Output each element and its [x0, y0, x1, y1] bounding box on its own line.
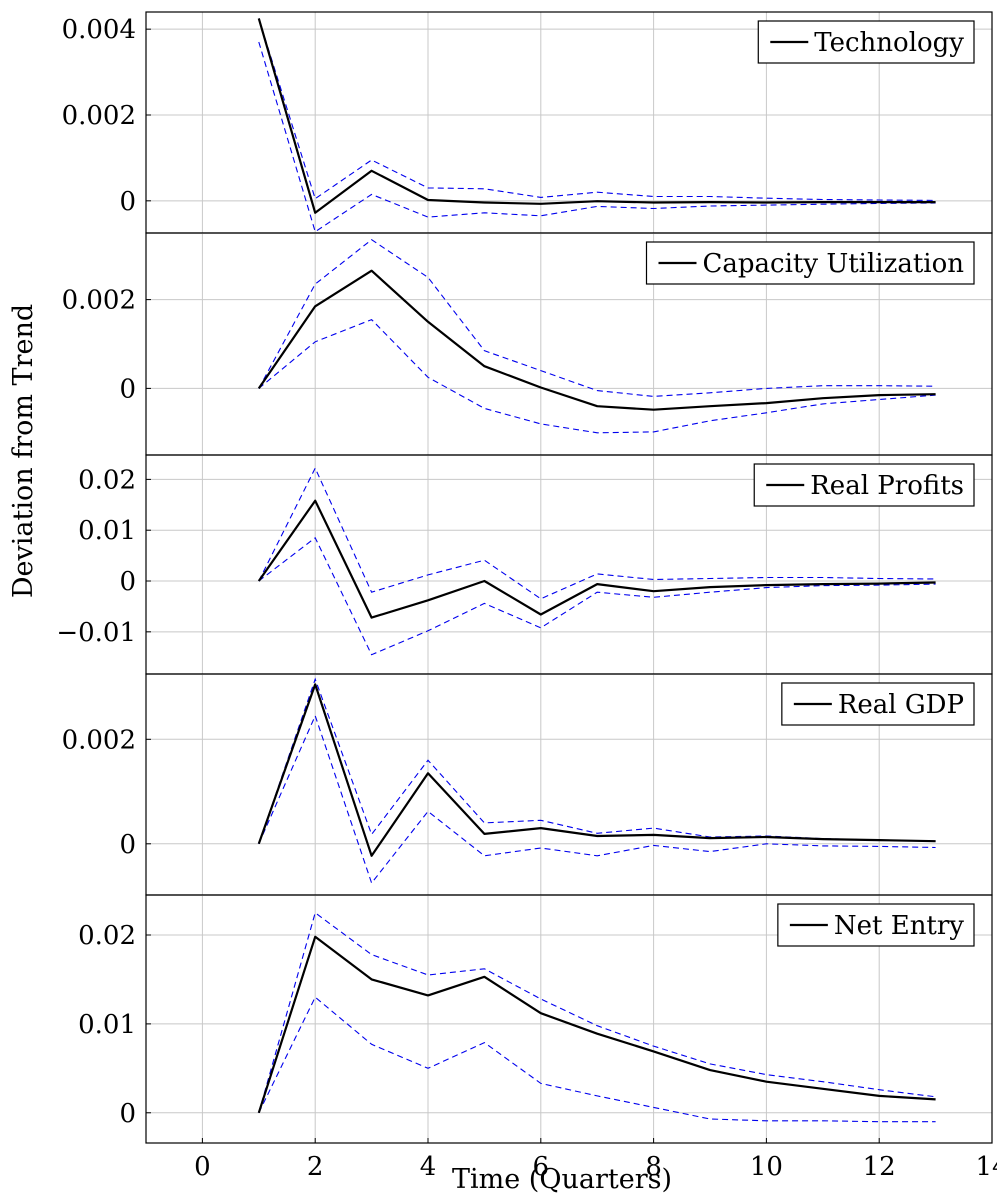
y-tick-label: 0.002 [62, 725, 136, 755]
legend-box [757, 20, 975, 64]
irf-line-net-entry [257, 935, 936, 1114]
band-lower-real-profits [258, 536, 936, 656]
band-lower-technology [258, 41, 936, 233]
legend-real-profits: Real Profits [753, 463, 975, 507]
legend-box [781, 682, 975, 726]
y-tick-label: 0 [119, 374, 136, 404]
y-tick-label: 0.02 [78, 921, 136, 951]
irf-line-real-gdp [257, 683, 936, 857]
x-tick-label: 2 [307, 1152, 324, 1182]
x-tick-label: 0 [194, 1152, 211, 1182]
legend-net-entry: Net Entry [777, 903, 975, 947]
panel-real-gdp: 0 0.002 Real GDP [62, 673, 993, 896]
irf-line-real-profits [257, 499, 936, 619]
y-tick-label: 0.004 [62, 15, 136, 45]
x-tick-label: 10 [750, 1152, 783, 1182]
y-tick-label: 0 [119, 830, 136, 860]
legend-label: Capacity Utilization [703, 249, 965, 279]
band-lower-net-entry [258, 996, 936, 1123]
legend-label: Net Entry [834, 911, 964, 941]
legend-box [645, 241, 975, 285]
y-tick-label: 0.01 [78, 516, 136, 546]
x-tick-label: 8 [645, 1152, 662, 1182]
legend-label: Technology [814, 28, 964, 58]
panels-layer: 0 0.002 0.004 Technology 0 0.002 Capacity Util… [56, 11, 993, 1144]
legend-technology: Technology [757, 20, 975, 64]
panel-frame [145, 894, 993, 1144]
y-tick-label: 0.02 [78, 465, 136, 495]
legend-capacity-utilization: Capacity Utilization [645, 241, 975, 285]
y-tick-label: −0.01 [56, 618, 136, 648]
y-tick-label: 0.01 [78, 1010, 136, 1040]
band-lower-real-gdp [258, 714, 936, 885]
x-axis-title: Time (Quarters) [452, 1164, 672, 1195]
band-upper-real-gdp [258, 677, 936, 844]
panel-capacity-utilization: 0 0.002 Capacity Utilization [62, 232, 993, 456]
legend-real-gdp: Real GDP [781, 682, 975, 726]
x-tick-label: 4 [420, 1152, 437, 1182]
irf-line-technology [257, 18, 936, 214]
y-tick-label: 0 [119, 1099, 136, 1129]
y-tick-label: 0.002 [62, 286, 136, 316]
band-upper-real-profits [258, 466, 936, 600]
y-tick-label: 0 [119, 567, 136, 597]
y-tick-label: 0.002 [62, 101, 136, 131]
y-axis-title: Deviation from Trend [8, 304, 39, 598]
x-tick-label: 14 [975, 1152, 997, 1182]
band-upper-technology [258, 18, 936, 201]
band-upper-net-entry [258, 911, 936, 1113]
panel-real-profits: −0.01 0 0.01 0.02 Real Profits [56, 454, 993, 675]
x-axis-ticks: 0 2 4 6 8 10 12 14 [194, 1138, 997, 1182]
x-tick-label: 6 [533, 1152, 550, 1182]
x-tick-label: 12 [863, 1152, 896, 1182]
band-upper-capacity-utilization [258, 239, 936, 397]
panel-net-entry: 0 0.01 0.02 Net Entry [78, 894, 993, 1144]
y-tick-label: 0 [119, 187, 136, 217]
legend-label: Real GDP [838, 690, 964, 720]
band-lower-capacity-utilization [258, 318, 936, 434]
panel-technology: 0 0.002 0.004 Technology [62, 11, 993, 234]
legend-label: Real Profits [810, 471, 964, 501]
irf-line-capacity-utilization [257, 269, 936, 411]
